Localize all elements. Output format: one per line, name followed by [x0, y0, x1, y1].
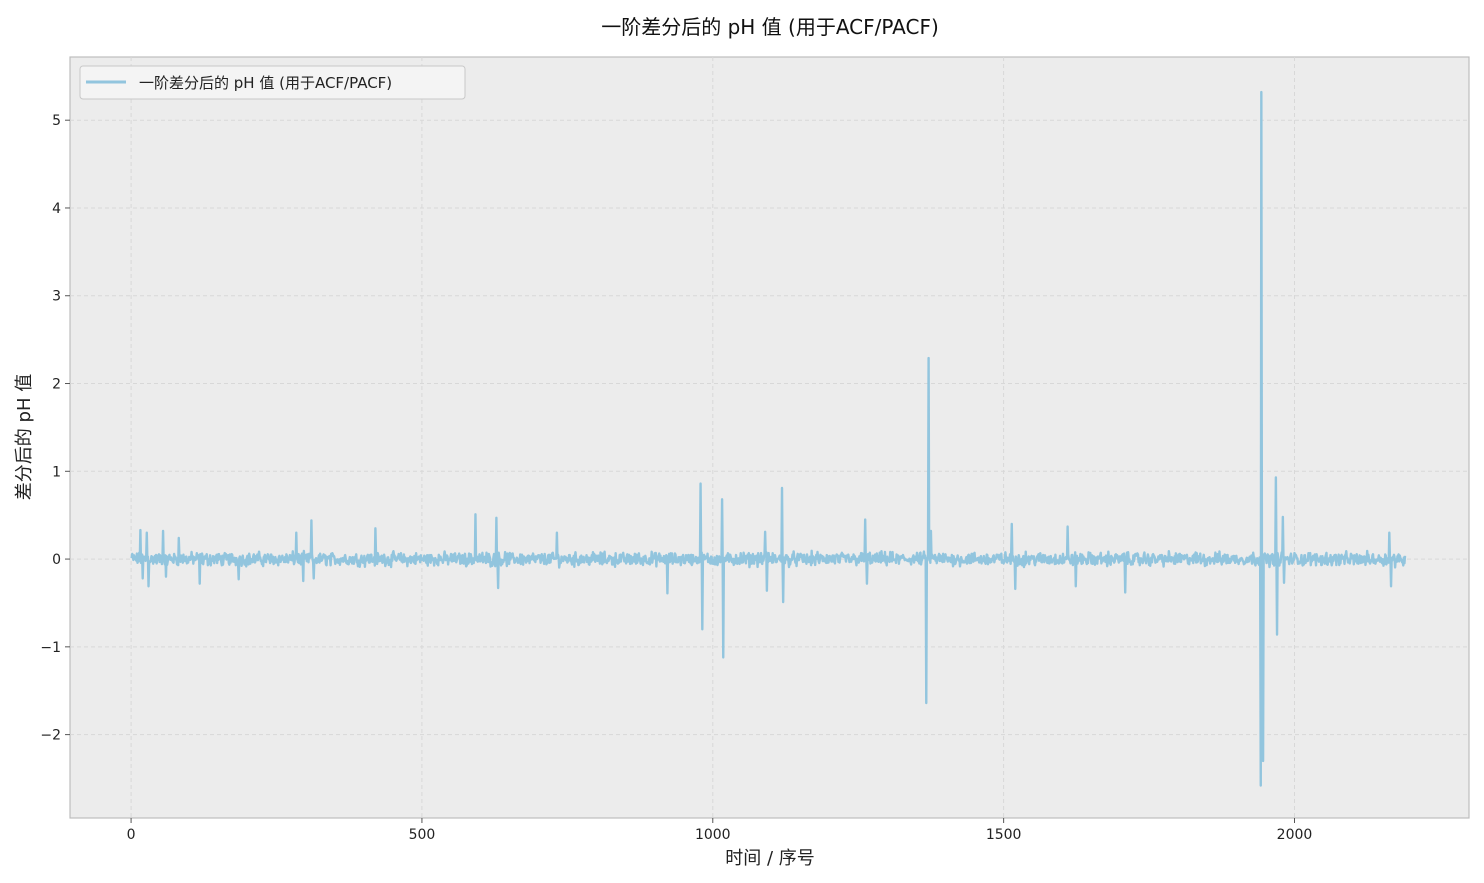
- data-point: [1275, 476, 1277, 479]
- data-point: [302, 580, 304, 582]
- data-point: [1390, 585, 1392, 587]
- data-point: [1260, 784, 1262, 787]
- data-point: [864, 518, 866, 521]
- y-tick-label: 4: [52, 201, 61, 217]
- data-point: [764, 531, 766, 533]
- data-point: [142, 577, 144, 579]
- x-tick-label: 1000: [695, 827, 731, 843]
- y-tick-label: 2: [52, 377, 61, 393]
- data-point: [556, 532, 558, 534]
- data-point: [147, 585, 150, 587]
- y-tick-label: 3: [52, 289, 61, 305]
- data-point: [165, 576, 167, 578]
- data-point: [721, 498, 723, 500]
- data-point: [701, 628, 703, 630]
- data-point: [495, 517, 497, 519]
- data-point: [295, 532, 297, 534]
- data-point: [374, 527, 376, 529]
- y-tick-label: 0: [52, 552, 61, 568]
- data-point: [925, 702, 927, 704]
- y-tick-label: 5: [52, 113, 61, 129]
- data-point: [178, 537, 180, 539]
- legend: 一阶差分后的 pH 值 (用于ACF/PACF): [79, 65, 466, 100]
- data-point: [139, 529, 141, 531]
- y-tick-label: −2: [40, 728, 61, 744]
- data-point: [1075, 585, 1077, 587]
- data-point: [1067, 525, 1069, 528]
- data-point: [1282, 516, 1284, 518]
- data-point: [766, 590, 768, 592]
- y-tick-label: −1: [40, 640, 61, 656]
- data-point: [1283, 582, 1285, 584]
- data-point: [722, 656, 724, 658]
- x-tick-label: 2000: [1277, 827, 1313, 843]
- data-point: [930, 530, 932, 532]
- y-tick-label: 1: [52, 464, 61, 480]
- data-point: [497, 587, 499, 589]
- data-point: [781, 487, 783, 489]
- data-point: [1276, 633, 1278, 636]
- data-point: [699, 482, 702, 485]
- data-point: [1011, 523, 1013, 525]
- x-axis-title: 时间 / 序号: [725, 848, 815, 869]
- x-tick-label: 500: [409, 827, 436, 843]
- chart-title: 一阶差分后的 pH 值 (用于ACF/PACF): [601, 15, 939, 39]
- legend-entry: 一阶差分后的 pH 值 (用于ACF/PACF): [139, 74, 392, 92]
- data-point: [310, 519, 313, 522]
- data-point: [866, 583, 868, 585]
- data-point: [162, 530, 164, 532]
- series-line: [130, 90, 1407, 787]
- data-point: [238, 578, 240, 580]
- data-point: [1124, 591, 1126, 594]
- series-layer: [130, 90, 1407, 787]
- x-tick-label: 1500: [986, 827, 1022, 843]
- data-point: [782, 601, 784, 603]
- plot-area: [69, 56, 1470, 819]
- data-point: [313, 577, 315, 579]
- x-tick-label: 0: [127, 827, 136, 843]
- data-point: [1260, 91, 1262, 93]
- data-point: [146, 532, 148, 534]
- data-point: [927, 357, 930, 359]
- data-point: [1388, 532, 1390, 534]
- data-point: [1262, 760, 1264, 762]
- data-point: [1014, 588, 1016, 590]
- data-point: [199, 583, 201, 585]
- y-axis-title: 差分后的 pH 值: [14, 374, 35, 500]
- legend-frame: [79, 65, 466, 100]
- data-point: [666, 592, 669, 594]
- axes: 0 500 1000 1500 2000 −2 −1 0 1 2 3 4 5: [40, 113, 1312, 843]
- data-point: [474, 513, 477, 515]
